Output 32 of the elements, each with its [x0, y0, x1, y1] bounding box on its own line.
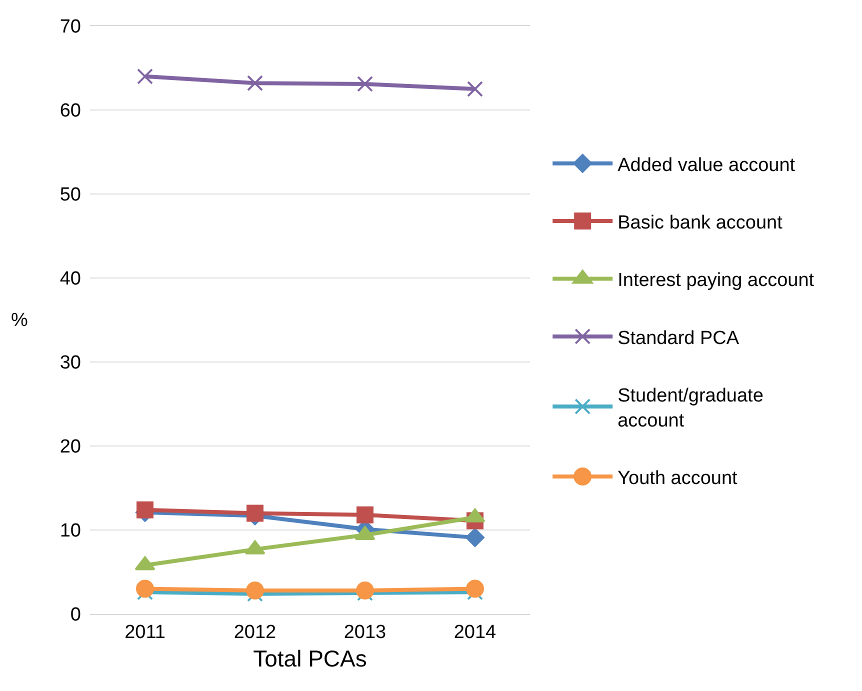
point	[357, 76, 373, 92]
point	[466, 528, 484, 548]
x-axis-title: Total PCAs	[253, 645, 367, 672]
point	[467, 81, 483, 97]
point	[247, 75, 263, 92]
y-tick-label: 70	[60, 16, 81, 38]
legend-label: Added value account	[618, 154, 796, 176]
point	[246, 581, 264, 600]
x-tick-label: 2014	[454, 622, 497, 643]
point	[356, 581, 374, 600]
y-tick-label: 40	[60, 268, 81, 290]
x-tick-label: 2013	[344, 622, 386, 643]
point	[246, 504, 264, 522]
y-tick-label: 10	[60, 520, 81, 542]
y-tick-label: 60	[60, 100, 81, 122]
y-tick-label: 0	[70, 604, 81, 626]
x-tick-label: 2011	[124, 622, 166, 643]
legend-label: Basic bank account	[618, 212, 784, 234]
legend-label: Standard PCA	[618, 328, 740, 349]
x-tick-label: 2012	[234, 622, 276, 643]
legend-label: Youth account	[618, 468, 738, 489]
y-tick-label: 30	[60, 352, 81, 374]
y-tick-label: 20	[60, 436, 81, 458]
y-axis-title: %	[11, 310, 28, 331]
y-tick-label: 50	[60, 184, 81, 206]
legend-label: Student/graduate account	[618, 386, 764, 432]
point	[466, 580, 484, 598]
legend-label: Interest paying account	[618, 270, 815, 292]
point	[136, 501, 154, 518]
point	[137, 68, 153, 84]
point	[136, 580, 154, 598]
point	[356, 506, 374, 524]
